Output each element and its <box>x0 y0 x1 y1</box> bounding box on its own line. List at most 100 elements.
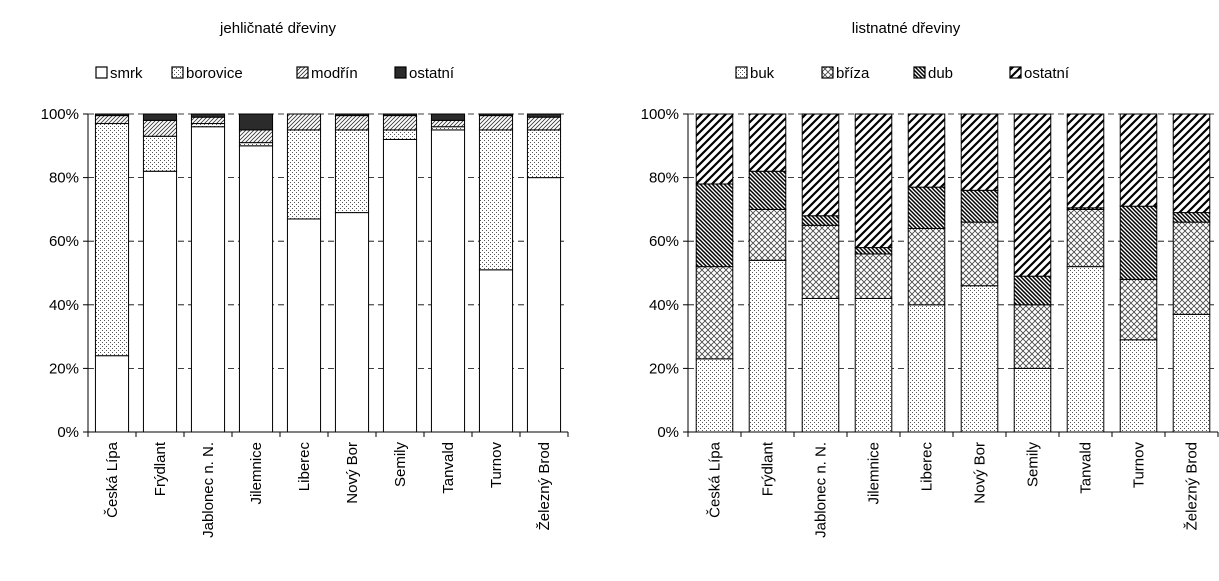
bar-segment-ostatní <box>94 113 130 117</box>
bar-segment-ostatní <box>1013 113 1052 277</box>
bar-segment-modřín <box>238 129 274 144</box>
bar-segment-dub <box>801 215 840 226</box>
bar-segment-bříza <box>801 224 840 299</box>
bar-segment-ostatní <box>238 113 274 131</box>
bar-segment-buk <box>907 304 946 433</box>
bar-segment-ostatní <box>382 113 418 117</box>
bar-segment-bříza <box>960 221 999 287</box>
bar-segment-ostatní <box>478 113 514 117</box>
bar-segment-smrk <box>478 269 514 433</box>
bar-segment-smrk <box>286 218 322 433</box>
bar-segment-modřín <box>430 119 466 128</box>
bar-segment-smrk <box>334 212 370 433</box>
bar-segment-buk <box>801 297 840 433</box>
bar-segment-modřín <box>94 115 130 125</box>
y-tick-label: 80% <box>49 170 79 187</box>
x-tick-label: Turnov <box>488 442 505 489</box>
y-tick-label: 60% <box>49 233 79 250</box>
bar-segment-ostatní <box>695 113 734 185</box>
bar-segment-smrk <box>190 126 226 433</box>
bar-segment-ostatní <box>907 113 946 188</box>
bar-segment-ostatní <box>801 113 840 217</box>
bar-segment-modřín <box>526 116 562 131</box>
bar-segment-bříza <box>1119 278 1158 341</box>
legend-label: bříza <box>836 65 870 82</box>
bar-segment-ostatní <box>748 113 787 172</box>
bar-segment-bříza <box>1172 221 1211 315</box>
bar-segment-bříza <box>695 266 734 360</box>
bar-segment-smrk <box>430 129 466 433</box>
y-tick-label: 40% <box>49 297 79 314</box>
x-tick-label: Česká Lípa <box>707 441 724 518</box>
y-tick-label: 0% <box>657 424 679 441</box>
bar-segment-borovice <box>286 129 322 220</box>
bar-segment-buk <box>1013 367 1052 433</box>
y-tick-label: 40% <box>649 297 679 314</box>
bar-segment-buk <box>854 297 893 433</box>
bar-segment-ostatní <box>1119 113 1158 207</box>
bar-segment-borovice <box>478 129 514 271</box>
bar-segment-ostatní <box>854 113 893 249</box>
bar-segment-ostatní <box>430 113 466 121</box>
chart-2: listnatné dřeviny buk bříza dub ostatní 0% 20%… <box>641 20 1219 538</box>
bar-segment-bříza <box>907 227 946 306</box>
bar-segment-dub <box>1172 212 1211 223</box>
legend-swatch-dub <box>913 66 926 79</box>
x-tick-label: Jablonec n. N. <box>813 442 830 538</box>
chart-title: jehličnaté dřeviny <box>219 20 336 37</box>
bar-segment-borovice <box>94 123 130 357</box>
legend: buk bříza dub ostatní <box>735 65 1070 82</box>
y-tick-label: 100% <box>641 106 679 123</box>
bar-segment-ostatní <box>334 113 370 117</box>
bar-segment-borovice <box>334 129 370 214</box>
legend-label: borovice <box>186 65 243 82</box>
bar-segment-ostatní <box>1172 113 1211 214</box>
bar-segment-buk <box>748 259 787 433</box>
chart-title: listnatné dřeviny <box>852 20 961 37</box>
x-tick-label: Liberec <box>296 442 313 492</box>
bar-segment-dub <box>960 189 999 223</box>
y-tick-label: 20% <box>49 360 79 377</box>
bar-segment-buk <box>1119 339 1158 433</box>
x-tick-label: Semily <box>392 442 409 488</box>
legend-swatch-borovice <box>171 66 184 79</box>
bar-segment-dub <box>695 183 734 268</box>
bar-segment-bříza <box>748 208 787 261</box>
legend-label: dub <box>928 65 953 82</box>
legend-swatch-buk <box>735 66 748 79</box>
legend-swatch-bříza <box>821 66 834 79</box>
legend-label: modřín <box>311 65 358 82</box>
bar-segment-modřín <box>382 115 418 131</box>
y-tick-label: 20% <box>649 360 679 377</box>
bar-segment-bříza <box>854 253 893 299</box>
legend-swatch-smrk <box>95 66 108 79</box>
legend-label: ostatní <box>409 65 455 82</box>
x-tick-label: Tanvald <box>440 442 457 494</box>
bar-segment-borovice <box>142 135 178 172</box>
bar-segment-borovice <box>526 129 562 179</box>
x-tick-label: Železný Brod <box>1184 442 1201 530</box>
bar-segment-borovice <box>382 129 418 140</box>
legend-label: buk <box>750 65 775 82</box>
bar-segment-modřín <box>142 119 178 137</box>
bar-segment-buk <box>1066 266 1105 433</box>
x-tick-label: Jilemnice <box>866 442 883 505</box>
bar-segment-modřín <box>190 116 226 125</box>
legend-swatch-modřín <box>296 66 309 79</box>
bar-segment-bříza <box>1066 208 1105 268</box>
x-tick-label: Jilemnice <box>248 442 265 505</box>
x-tick-label: Jablonec n. N. <box>200 442 217 538</box>
y-tick-label: 80% <box>649 170 679 187</box>
bar-segment-modřín <box>478 115 514 131</box>
bar-segment-ostatní <box>526 113 562 118</box>
bar-segment-modřín <box>286 113 322 131</box>
x-tick-label: Frýdlant <box>760 441 777 496</box>
legend-label: ostatní <box>1024 65 1070 82</box>
bar-segment-ostatní <box>960 113 999 191</box>
bar-segment-dub <box>907 186 946 229</box>
x-tick-label: Nový Bor <box>344 442 361 504</box>
bar-segment-buk <box>960 285 999 433</box>
y-tick-label: 60% <box>649 233 679 250</box>
